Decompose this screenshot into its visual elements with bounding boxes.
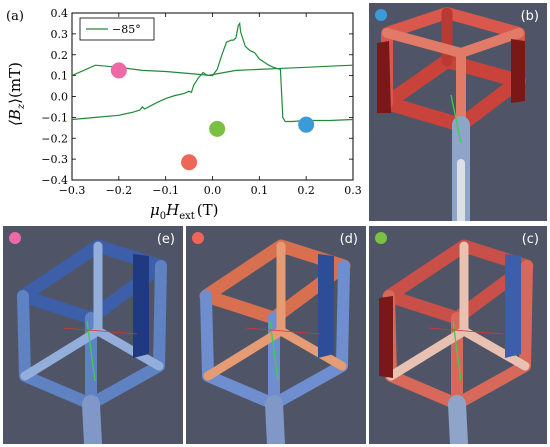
series-line-0: [71, 64, 354, 121]
tick-group: −0.3 −0.2 −0.1 0.0 0.1 0.2 0.3 0.4 0.3 0.2 0.1 0.0 −…: [41, 7, 361, 197]
simulation-panel-c: (c): [369, 226, 547, 444]
x-tick-label: −0.2: [105, 184, 132, 197]
x-axis-label-unit: (T): [197, 201, 219, 219]
legend: −85°: [79, 17, 155, 41]
y-axis-label-close: ⟩(mT): [6, 62, 24, 104]
legend-label: −85°: [112, 23, 141, 36]
panel-d-label: (d): [339, 232, 358, 247]
y-tick-label: −0.2: [41, 132, 68, 145]
panel-c-label: (c): [521, 232, 539, 247]
panel-b-dot: [375, 9, 387, 21]
x-tick-label: −0.1: [152, 184, 179, 197]
panel-c-dot: [375, 232, 387, 244]
y-tick-label: −0.4: [41, 174, 68, 187]
y-tick-label: 0.2: [51, 49, 69, 62]
chart-panel-label: (a): [6, 9, 24, 24]
marker-group: [110, 62, 315, 171]
y-axis-label: ⟨Bz⟩(mT): [6, 62, 27, 126]
state-marker-0: [110, 62, 127, 79]
y-tick-label: 0.1: [51, 70, 69, 83]
x-tick-label: 0.1: [251, 184, 269, 197]
state-marker-2: [209, 120, 226, 137]
simulation-panel-e: (e): [3, 226, 183, 444]
y-axis-label-sub: z: [16, 103, 27, 110]
y-tick-label: 0.3: [51, 28, 69, 41]
legend-box: [79, 17, 155, 41]
panel-b-label: (b): [520, 9, 539, 24]
y-tick-label: −0.1: [41, 111, 68, 124]
curve-group: [71, 21, 354, 123]
x-axis-label: μ0Hext (T): [150, 201, 219, 222]
x-tick-label: 0.3: [344, 184, 362, 197]
state-marker-1: [181, 154, 198, 171]
simulation-panel-d: (d): [186, 226, 366, 444]
x-axis-label-h: H: [165, 201, 180, 219]
series-line-1: [71, 21, 354, 123]
x-tick-label: 0.0: [204, 184, 222, 197]
y-tick-label: 0.4: [51, 7, 69, 20]
x-axis-label-zero: 0: [160, 211, 166, 222]
x-tick-label: −0.3: [59, 184, 86, 197]
panel-d-dot: [192, 232, 204, 244]
magnetization-cube-c: [379, 239, 534, 444]
hysteresis-chart: (a) −0.3 −0.2 −0.1 0.0 0.1 0.2 0.3 0.4 0.3 0.2 0.1…: [6, 7, 362, 222]
y-axis-label-open: ⟨B: [6, 109, 24, 126]
panel-e-dot: [9, 232, 21, 244]
panel-e-label: (e): [156, 232, 175, 247]
magnetization-cube-d: [199, 239, 351, 444]
x-axis-label-sub: ext: [179, 211, 195, 222]
state-marker-3: [298, 116, 315, 133]
y-tick-label: 0.0: [51, 91, 69, 104]
y-tick-label: −0.3: [41, 153, 68, 166]
magnetization-cube-b: [377, 7, 526, 221]
x-tick-label: 0.2: [297, 184, 315, 197]
magnetization-cube-e: [16, 239, 168, 444]
simulation-panel-b: (b): [369, 3, 547, 221]
x-axis-label-mu: μ: [150, 201, 160, 219]
